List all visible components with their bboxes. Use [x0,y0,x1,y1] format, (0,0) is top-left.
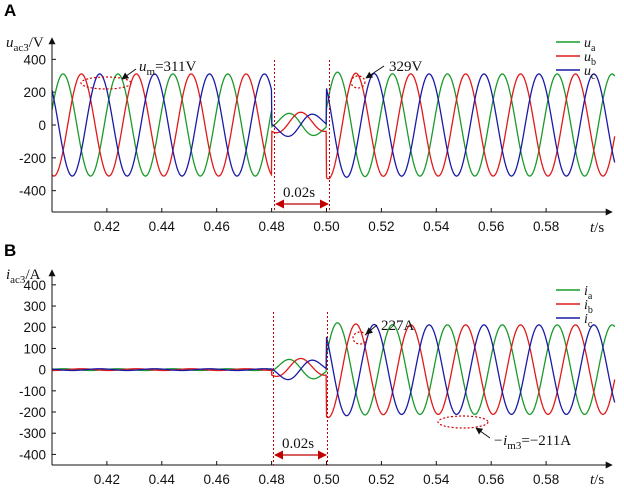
panel-b-xtick-label: 0.46 [204,472,230,487]
panel-a-ytick-label: 0 [38,118,46,133]
series-ic-line [51,323,616,417]
panel-b-peak-arrow [365,324,378,335]
panel-b-ytick-label: -200 [19,405,46,420]
panel-b-ytick-labels: -400 -300 -200 -100 0 100 200 300 400 [19,278,46,463]
panel-a-ytick-label: -200 [19,151,46,166]
panel-a-curves [51,71,616,180]
panel-b-ytick-label: -400 [19,447,46,462]
panel-a-um-label: um=311V [139,59,196,78]
panel-a-xtick-label: 0.52 [368,219,394,234]
panel-a-ytick-label: 200 [23,85,46,100]
panel-a-xtick-labels: 0.42 0.44 0.46 0.48 0.50 0.52 0.54 0.56 0.58 [94,219,559,234]
panel-b-xtick-label: 0.56 [478,472,504,487]
panel-b-ytick-label: 0 [38,363,46,378]
panel-b-ytick-label: -100 [19,384,46,399]
panel-b-xtick-labels: 0.42 0.44 0.46 0.48 0.50 0.52 0.54 0.56 0.58 [94,472,559,487]
panel-b-ticks [52,284,547,465]
panel-a-ytick-label: -400 [19,184,46,199]
panel-a-xtick-label: 0.50 [313,219,339,234]
panel-b-xtick-label: 0.52 [368,472,394,487]
series-ub-line [51,72,616,180]
panel-a-xtick-label: 0.56 [478,219,504,234]
panel-a-peak-label: 329V [389,59,423,75]
panel-b-letter: B [4,241,16,260]
panel-b-trough-highlight [437,415,489,429]
panel-b-xtick-label: 0.44 [149,472,176,487]
panel-a-ticks [52,58,547,212]
panel-a-ytick-labels: -400 -200 0 200 400 [19,52,46,198]
legend-label-ib: ib [584,298,593,316]
panel-b-xtick-label: 0.58 [533,472,559,487]
panel-b-peak-highlight [352,331,368,345]
panel-a-um-highlight [80,76,132,90]
panel-a-ytick-label: 400 [23,52,46,67]
panel-b-xtick-label: 0.50 [313,472,339,487]
panel-b-curves [51,322,616,419]
legend-label-ua: ua [584,36,596,54]
panel-a-xtick-label: 0.58 [533,219,559,234]
panel-b-ylabel: iac3/A [6,267,41,286]
panel-b-trough-arrow [475,427,491,439]
legend-label-ic: ic [584,312,593,330]
legend-label-ia: ia [584,284,593,302]
panel-b-xlabel: t/s [590,472,604,488]
panel-a-um-arrow [121,68,137,80]
panel-a-peak-highlight [350,75,366,89]
panel-b-ytick-label: 200 [23,320,46,335]
legend-label-uc: uc [584,64,596,82]
panel-b-xtick-label: 0.42 [94,472,120,487]
panel-b-ytick-label: -300 [19,426,46,441]
panel-b-xtick-label: 0.48 [258,472,284,487]
panel-a-ylabel: uac3/V [6,35,44,54]
panel-b-ytick-label: 100 [23,341,46,356]
panel-b-duration-label: 0.02s [282,436,314,452]
panel-a-xtick-label: 0.46 [204,219,230,234]
panel-a-duration-label: 0.02s [283,185,315,201]
panel-a-xtick-label: 0.48 [258,219,284,234]
panel-b: B iac3/A -400 -300 -200 -100 0 100 200 300 400 0… [4,241,616,488]
panel-b-ytick-label: 400 [23,278,46,293]
panel-a-peak-arrow [365,65,385,79]
panel-a-xlabel: t/s [590,220,604,236]
panel-b-ytick-label: 300 [23,299,46,314]
legend-label-ub: ub [584,50,596,68]
panel-a-xtick-label: 0.44 [149,219,176,234]
panel-a-letter: A [4,1,16,20]
series-uc-line [51,72,616,178]
panel-b-xtick-label: 0.54 [423,472,450,487]
panel-a-xtick-label: 0.42 [94,219,120,234]
panel-b-peak-label: 227A [381,318,415,334]
panel-a-xtick-label: 0.54 [423,219,450,234]
panel-b-trough-label: −im3=−211A [493,433,571,452]
